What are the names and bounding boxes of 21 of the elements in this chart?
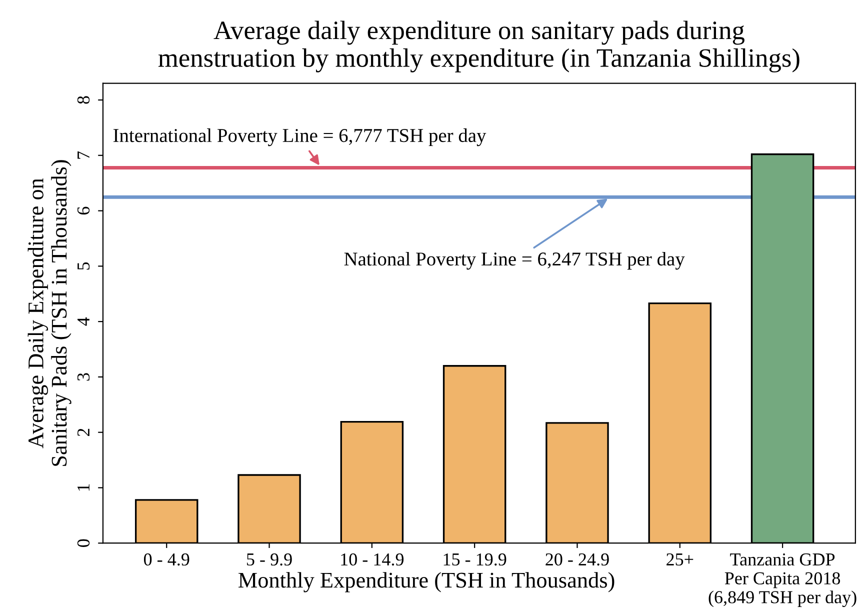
x-tick-label: 20 - 24.9 bbox=[546, 553, 609, 566]
y-tick-label: 5 bbox=[78, 262, 90, 270]
x-tick-label: 5 - 9.9 bbox=[246, 553, 292, 566]
x-tick-label: 0 - 4.9 bbox=[144, 553, 190, 566]
y-tick-label: 6 bbox=[77, 206, 90, 215]
ref-line-label: International Poverty Line = 6,777 TSH per day bbox=[113, 128, 486, 146]
y-tick-label: 7 bbox=[78, 151, 90, 159]
x-tick-label: 10 - 14.9 bbox=[341, 553, 404, 566]
y-tick-label: 8 bbox=[77, 96, 90, 104]
ref-line-label: National Poverty Line = 6,247 TSH per day bbox=[344, 252, 685, 270]
x-tick-label: 25+ bbox=[666, 553, 694, 566]
y-tick-label: 2 bbox=[77, 428, 90, 436]
y-tick-label: 3 bbox=[77, 373, 90, 381]
y-axis-title: Average Daily Expenditure on Sanitary Pads (TSH in Thousands) bbox=[28, 160, 72, 466]
x-axis-title: Monthly Expenditure (TSH in Thousands) bbox=[238, 572, 614, 592]
x-tick-label: 15 - 19.9 bbox=[444, 553, 506, 566]
y-tick-label: 1 bbox=[77, 484, 90, 491]
x-tick-label: Tanzania GDP Per Capita 2018 (6,849 TSH per day) bbox=[708, 553, 856, 608]
chart-title: Average daily expenditure on sanitary pads during menstruation by monthly expenditure (in Tanzania Shillings) bbox=[158, 20, 800, 72]
y-tick-label: 4 bbox=[78, 317, 90, 326]
y-tick-label: 0 bbox=[77, 539, 90, 547]
